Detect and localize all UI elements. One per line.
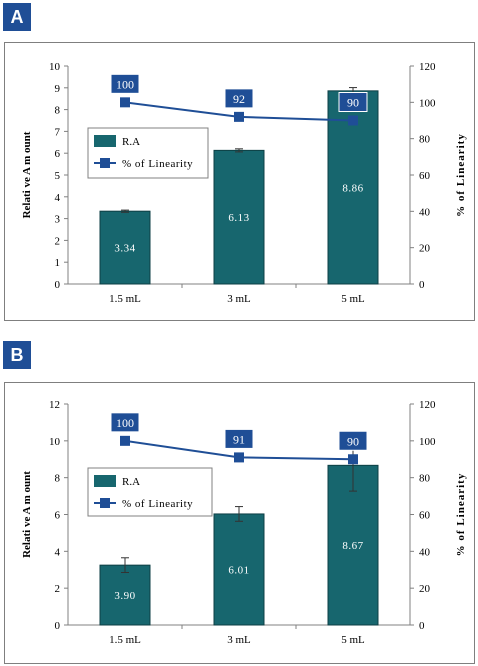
linearity-marker xyxy=(120,97,130,108)
y2-tick-label: 120 xyxy=(419,61,436,73)
linearity-label-box xyxy=(110,73,140,94)
legend-marker-swatch xyxy=(100,498,110,508)
y-tick-label: 12 xyxy=(49,399,60,411)
bar-ra xyxy=(99,564,151,626)
y2-axis-title: % of Linearity xyxy=(455,133,467,217)
linearity-marker xyxy=(120,435,130,446)
linearity-label-box xyxy=(224,428,254,449)
y-tick-label: 10 xyxy=(49,436,61,448)
linearity-label-box xyxy=(224,88,254,109)
x-tick-label: 5 mL xyxy=(341,634,365,646)
x-tick-label: 1.5 mL xyxy=(109,634,141,646)
y2-tick-label: 80 xyxy=(419,134,431,146)
y-axis-title: Relati ve A m ount xyxy=(21,131,33,218)
y-tick-label: 2 xyxy=(55,235,61,247)
y2-tick-label: 80 xyxy=(419,473,431,485)
y-tick-label: 6 xyxy=(55,510,61,522)
y-tick-label: 5 xyxy=(55,170,61,182)
y2-axis-title: % of Linearity xyxy=(455,473,467,557)
x-tick-label: 5 mL xyxy=(341,293,365,305)
y-tick-label: 4 xyxy=(55,192,61,204)
y2-tick-label: 40 xyxy=(419,206,431,218)
y-tick-label: 8 xyxy=(55,473,61,485)
bar-value-label: 8.67 xyxy=(342,540,363,552)
bar-ra xyxy=(213,149,265,285)
linearity-marker xyxy=(348,115,358,126)
y-tick-label: 10 xyxy=(49,61,61,73)
y2-tick-label: 120 xyxy=(419,399,436,411)
bar-value-label: 6.13 xyxy=(228,212,249,224)
linearity-value-label: 92 xyxy=(233,92,245,106)
y2-tick-label: 0 xyxy=(419,620,425,632)
y-tick-label: 9 xyxy=(55,83,61,95)
bar-value-label: 8.86 xyxy=(342,182,363,194)
y2-tick-label: 20 xyxy=(419,583,431,595)
y2-tick-label: 20 xyxy=(419,243,431,255)
linearity-marker xyxy=(234,111,244,122)
legend-bar-swatch xyxy=(94,475,116,487)
bar-ra xyxy=(327,464,379,626)
bar-value-label: 6.01 xyxy=(228,564,249,576)
y-tick-label: 3 xyxy=(55,214,61,226)
linearity-value-label: 100 xyxy=(116,77,134,91)
legend-label-ra: R.A xyxy=(122,136,140,148)
y-tick-label: 4 xyxy=(55,546,61,558)
y-tick-label: 8 xyxy=(55,105,61,117)
linearity-value-label: 91 xyxy=(233,432,245,446)
y-axis-title: Relati ve A m ount xyxy=(21,471,33,558)
x-tick-label: 1.5 mL xyxy=(109,293,141,305)
legend-label-linearity: % of Linearity xyxy=(122,498,193,510)
linearity-label-box xyxy=(110,412,140,433)
y-tick-label: 6 xyxy=(55,148,61,160)
linearity-label-box xyxy=(338,430,368,451)
y2-tick-label: 100 xyxy=(419,436,436,448)
y-tick-label: 7 xyxy=(55,126,61,138)
linearity-marker xyxy=(348,454,358,465)
linearity-value-label: 100 xyxy=(116,416,134,430)
legend-label-ra: R.A xyxy=(122,476,140,488)
linearity-label-box xyxy=(338,92,368,112)
x-tick-label: 3 mL xyxy=(227,293,251,305)
y2-tick-label: 60 xyxy=(419,510,431,522)
panel-label-b: B xyxy=(3,341,31,369)
y-tick-label: 0 xyxy=(55,279,61,291)
bar-value-label: 3.90 xyxy=(114,590,135,602)
panel-label-a: A xyxy=(3,3,31,31)
y2-tick-label: 40 xyxy=(419,546,431,558)
y-tick-label: 1 xyxy=(55,257,61,269)
linearity-value-label: 90 xyxy=(347,434,359,448)
linearity-marker xyxy=(234,452,244,463)
legend-label-linearity: % of Linearity xyxy=(122,158,193,170)
x-tick-label: 3 mL xyxy=(227,634,251,646)
legend-marker-swatch xyxy=(100,158,110,168)
y2-tick-label: 0 xyxy=(419,279,425,291)
bar-ra xyxy=(213,513,265,626)
y-tick-label: 2 xyxy=(55,583,61,595)
y-tick-label: 0 xyxy=(55,620,61,632)
bar-value-label: 3.34 xyxy=(114,243,135,255)
y2-tick-label: 100 xyxy=(419,97,436,109)
y2-tick-label: 60 xyxy=(419,170,431,182)
legend-bar-swatch xyxy=(94,135,116,147)
bar-ra xyxy=(99,210,151,285)
linearity-value-label: 90 xyxy=(347,96,359,110)
